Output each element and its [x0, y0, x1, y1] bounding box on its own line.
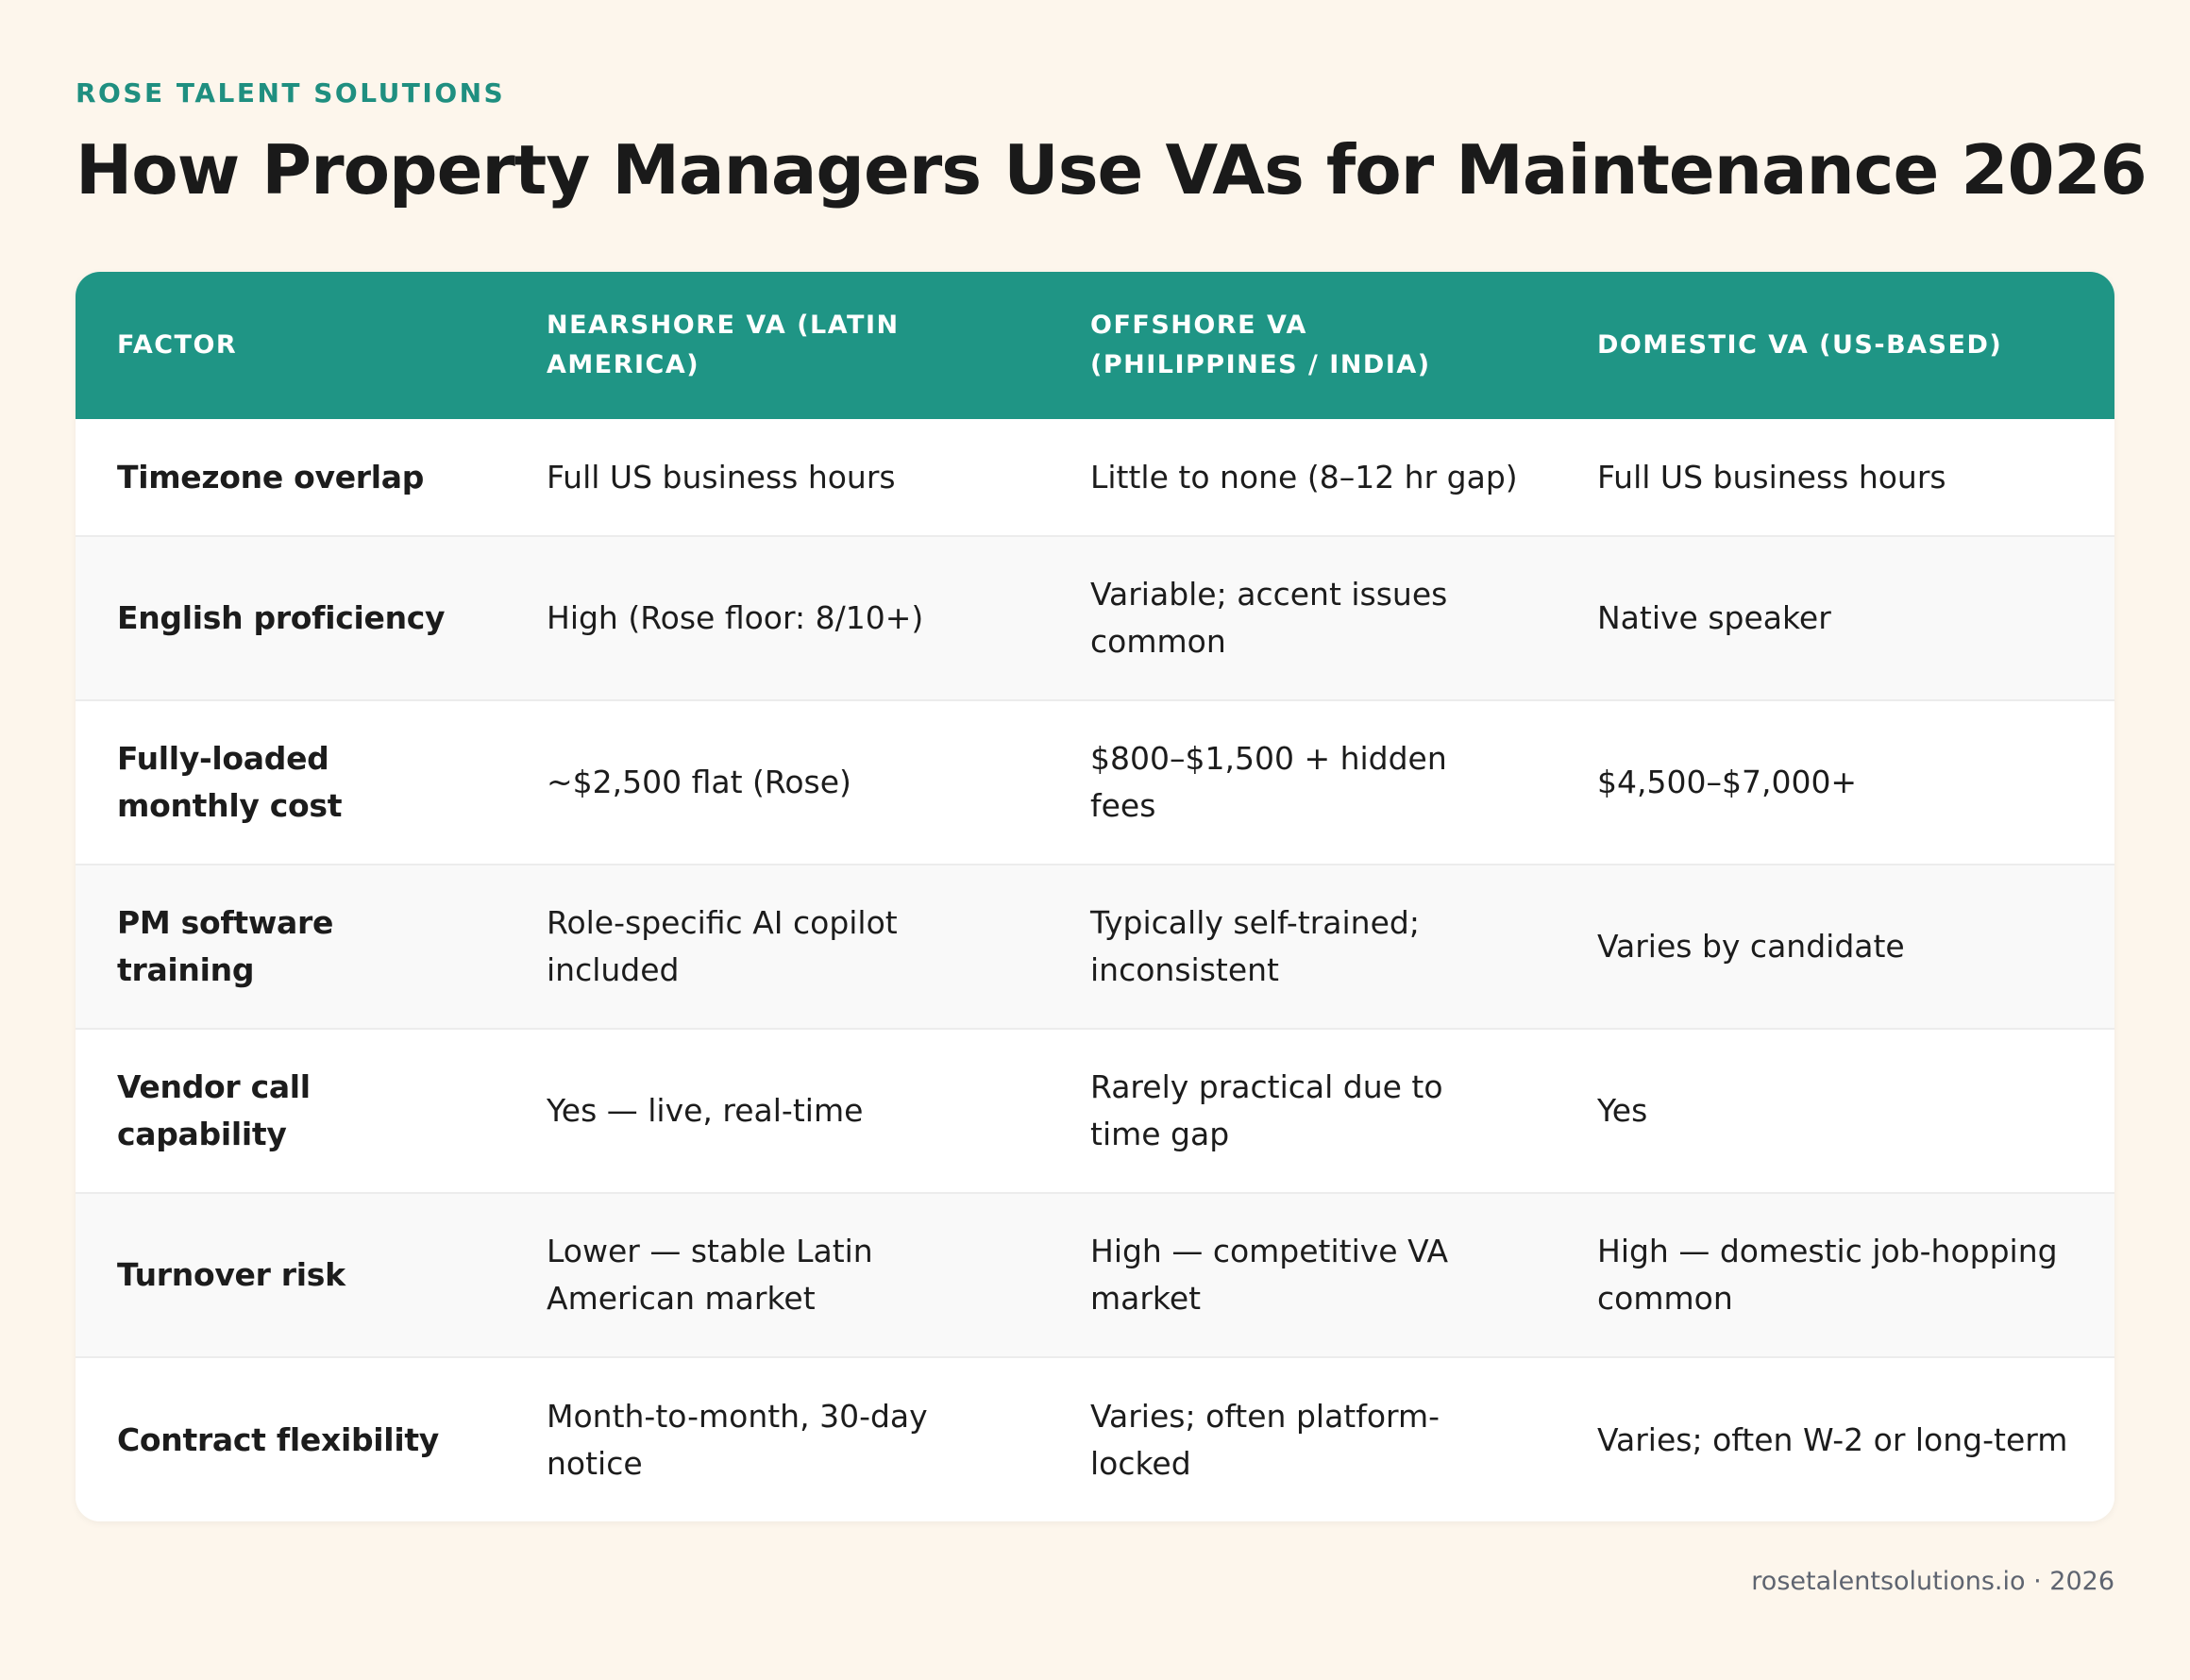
nearshore-cell: ~$2,500 flat (Rose) [547, 764, 851, 800]
brand-label: ROSE TALENT SOLUTIONS [76, 77, 506, 109]
offshore-cell: Varies; often platform-locked [1090, 1397, 1440, 1482]
offshore-cell: Typically self-trained; inconsistent [1090, 904, 1420, 988]
header-nearshore: NEARSHORE VA (LATIN AMERICA) [547, 311, 900, 379]
table-row: Fully-loaded monthly cost ~$2,500 flat (… [76, 700, 2114, 865]
factor-cell: English proficiency [117, 599, 446, 636]
domestic-cell: $4,500–$7,000+ [1597, 764, 1858, 800]
factor-cell: Vendor call capability [117, 1068, 311, 1152]
footer-credit: rosetalentsolutions.io · 2026 [1751, 1567, 2114, 1596]
factor-cell: Fully-loaded monthly cost [117, 740, 343, 824]
table-row: Vendor call capability Yes — live, real-… [76, 1029, 2114, 1193]
page-title: How Property Managers Use VAs for Mainte… [76, 130, 2148, 210]
offshore-cell: $800–$1,500 + hidden fees [1090, 740, 1447, 824]
domestic-cell: Full US business hours [1597, 458, 1946, 496]
offshore-cell: Little to none (8–12 hr gap) [1090, 458, 1518, 496]
nearshore-cell: Month-to-month, 30-day notice [547, 1397, 928, 1482]
factor-cell: Turnover risk [117, 1256, 345, 1293]
header-domestic: DOMESTIC VA (US-BASED) [1597, 330, 2003, 360]
factor-cell: PM software training [117, 904, 334, 988]
domestic-cell: Varies by candidate [1597, 928, 1905, 965]
table-row: English proficiency High (Rose floor: 8/… [76, 536, 2114, 700]
header-row: FACTOR NEARSHORE VA (LATIN AMERICA) OFFS… [76, 272, 2114, 419]
offshore-cell: High — competitive VA market [1090, 1233, 1449, 1317]
factor-cell: Timezone overlap [117, 458, 425, 496]
domestic-cell: Native speaker [1597, 599, 1831, 636]
offshore-cell: Rarely practical due to time gap [1090, 1068, 1443, 1152]
domestic-cell: Yes [1597, 1092, 1648, 1129]
domestic-cell: High — domestic job-hopping common [1597, 1233, 2058, 1317]
header-offshore: OFFSHORE VA (PHILIPPINES / INDIA) [1090, 311, 1431, 379]
table-row: Timezone overlap Full US business hours … [76, 419, 2114, 536]
table-body: Timezone overlap Full US business hours … [76, 419, 2114, 1521]
table-row: Turnover risk Lower — stable Latin Ameri… [76, 1193, 2114, 1357]
offshore-cell: Variable; accent issues common [1090, 576, 1448, 660]
header-factor: FACTOR [117, 330, 238, 360]
comparison-table: FACTOR NEARSHORE VA (LATIN AMERICA) OFFS… [76, 272, 2114, 1521]
table-row: PM software training Role-specific AI co… [76, 865, 2114, 1029]
nearshore-cell: Lower — stable Latin American market [547, 1233, 873, 1317]
nearshore-cell: Yes — live, real-time [547, 1092, 864, 1129]
nearshore-cell: Role-specific AI copilot included [547, 904, 898, 988]
table-row: Contract flexibility Month-to-month, 30-… [76, 1357, 2114, 1521]
nearshore-cell: Full US business hours [547, 458, 896, 496]
factor-cell: Contract flexibility [117, 1420, 440, 1458]
nearshore-cell: High (Rose floor: 8/10+) [547, 599, 924, 636]
domestic-cell: Varies; often W-2 or long-term [1597, 1420, 2068, 1458]
comparison-table-card: FACTOR NEARSHORE VA (LATIN AMERICA) OFFS… [76, 272, 2114, 1521]
table-header: FACTOR NEARSHORE VA (LATIN AMERICA) OFFS… [76, 272, 2114, 419]
